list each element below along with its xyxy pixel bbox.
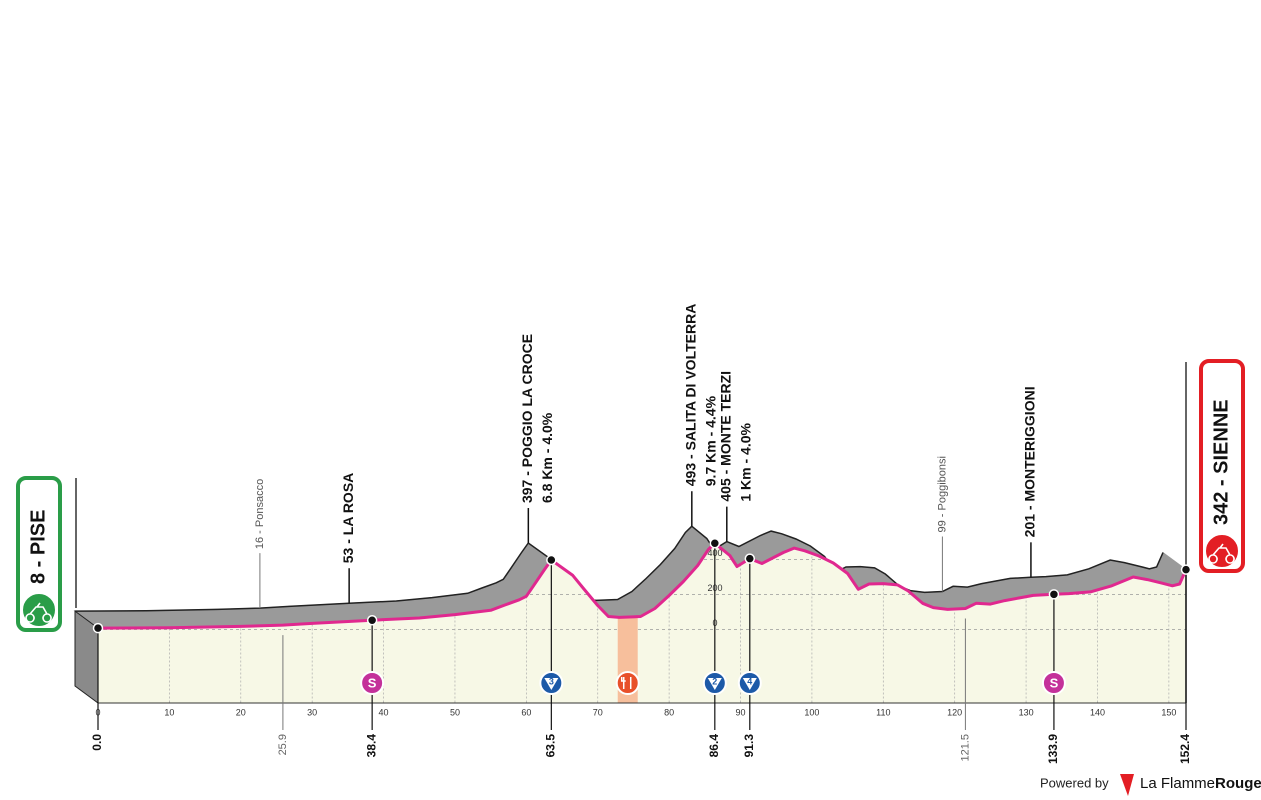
x-tick-label: 130 — [1019, 707, 1034, 717]
place-label: 99 - Poggibonsi — [936, 456, 948, 532]
finish-bike-symbol — [1208, 543, 1235, 564]
km-point — [366, 614, 378, 626]
footer: Powered by La FlammeRouge — [1040, 774, 1261, 796]
finish-bike-icon — [1204, 533, 1240, 569]
place-label: 397 - POGGIO LA CROCE — [519, 334, 535, 503]
sprint-icon-text: S — [1050, 675, 1059, 690]
place-label: 201 - MONTERIGGIONI — [1022, 386, 1038, 537]
km-point — [1180, 564, 1192, 575]
km-label: 25.9 — [277, 734, 289, 755]
kom-triangle — [742, 678, 757, 690]
x-tick-label: 30 — [307, 707, 317, 717]
x-tick-label: 40 — [379, 707, 389, 717]
place-label: 53 - LA ROSA — [340, 473, 356, 564]
relief-edge — [74, 525, 1164, 612]
place-label: 405 - MONTE TERZI — [718, 371, 734, 502]
climb-detail: 9.7 Km - 4.4% — [703, 395, 719, 486]
start-box — [16, 476, 62, 632]
x-tick-label: 140 — [1090, 707, 1105, 717]
start-bike-icon — [21, 592, 57, 628]
x-tick-label: 80 — [664, 707, 674, 717]
x-tick-label: 110 — [876, 707, 890, 717]
finish-label: 342 - SIENNE — [1210, 399, 1232, 525]
x-tick-label: 10 — [164, 707, 174, 717]
km-point — [92, 622, 104, 634]
km-label: 121.5 — [959, 734, 971, 762]
feed-icon — [615, 671, 640, 695]
start-bike-symbol — [25, 602, 52, 623]
km-label: 63.5 — [544, 734, 558, 758]
feed-icon-symbol — [620, 677, 632, 689]
km-point — [1048, 589, 1060, 600]
km-label: 38.4 — [364, 734, 378, 758]
km-point — [709, 537, 721, 549]
x-tick-label: 150 — [1161, 707, 1176, 717]
km-label: 86.4 — [707, 734, 721, 758]
kom-icon-text: 2 — [712, 676, 717, 686]
place-label: 493 - SALITA DI VOLTERRA — [683, 304, 699, 487]
sprint-icon-text: S — [368, 675, 377, 690]
km-label: 133.9 — [1046, 734, 1060, 764]
x-tick-label: 90 — [736, 707, 746, 717]
start-label: 8 - PISE — [27, 510, 49, 584]
kom-icon-text: 4 — [747, 676, 752, 686]
brand-bold: Rouge — [1215, 775, 1261, 792]
km-label: 91.3 — [742, 734, 756, 758]
km-label: 0.0 — [90, 734, 104, 751]
kom-triangle — [707, 678, 722, 690]
sprint-icon — [360, 671, 385, 695]
km-label: 152.4 — [1178, 734, 1192, 764]
powered-by: Powered by — [1040, 775, 1109, 790]
brand: La FlammeRouge — [1140, 775, 1261, 792]
brand-logo — [1120, 774, 1134, 796]
climb-detail: 6.8 Km - 4.0% — [539, 412, 555, 503]
x-tick-label: 70 — [593, 707, 603, 717]
profile-area — [98, 543, 1186, 703]
kom-triangle — [544, 678, 559, 690]
brand-regular: La Flamme — [1140, 775, 1215, 792]
x-tick-label: 120 — [947, 707, 962, 717]
x-tick-label: 60 — [521, 707, 531, 717]
km-point — [744, 553, 756, 564]
kom-icon-text: 3 — [549, 676, 554, 686]
sprint-icon — [1041, 671, 1066, 695]
x-tick-label: 20 — [236, 707, 246, 717]
profile-line — [97, 541, 1188, 630]
place-label: 16 - Ponsacco — [254, 479, 266, 549]
km-point — [546, 554, 557, 566]
x-tick-label: 100 — [804, 707, 819, 717]
climb-detail: 1 Km - 4.0% — [738, 422, 754, 501]
x-tick-label: 50 — [450, 707, 460, 717]
finish-box — [1199, 359, 1245, 573]
